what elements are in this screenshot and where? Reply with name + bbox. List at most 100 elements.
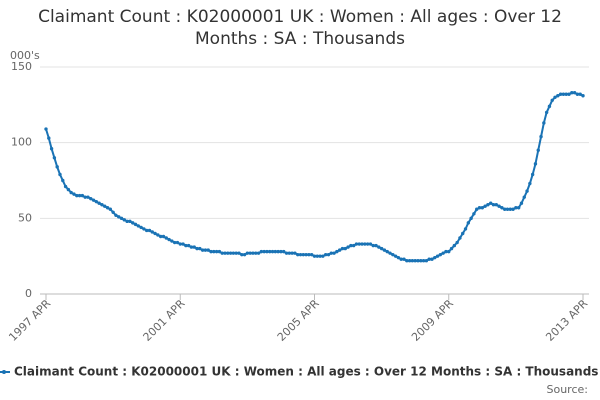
data-point <box>516 206 521 210</box>
data-point <box>312 254 317 258</box>
data-point <box>365 242 370 246</box>
y-tick-label: 0 <box>25 287 32 300</box>
y-tick-label: 100 <box>11 136 32 149</box>
data-point <box>533 162 538 166</box>
data-point <box>399 257 403 261</box>
data-point <box>494 203 498 207</box>
data-point <box>231 251 236 255</box>
legend-marker <box>2 370 6 374</box>
data-point <box>49 147 54 151</box>
data-point <box>119 216 124 221</box>
data-point <box>337 248 342 252</box>
data-point <box>570 91 574 95</box>
data-point <box>296 252 300 257</box>
data-point <box>69 190 73 195</box>
data-point <box>391 252 395 257</box>
data-point <box>259 249 264 254</box>
data-point <box>343 246 347 251</box>
data-point <box>477 206 482 210</box>
data-point <box>519 201 524 205</box>
data-point <box>290 251 294 255</box>
data-point <box>547 104 552 109</box>
data-point <box>178 242 182 246</box>
data-point <box>195 246 199 251</box>
data-point <box>108 207 113 211</box>
data-point <box>363 242 367 246</box>
data-point <box>402 257 406 261</box>
data-point <box>393 254 398 258</box>
data-point <box>396 255 401 260</box>
data-point <box>497 204 501 208</box>
data-point <box>385 249 389 254</box>
data-point <box>346 245 350 249</box>
data-point <box>133 222 138 227</box>
data-point <box>139 225 143 230</box>
data-point <box>505 207 510 211</box>
data-point <box>452 243 457 248</box>
data-point <box>475 207 479 211</box>
data-point <box>293 251 297 255</box>
data-point <box>413 259 417 263</box>
data-point <box>530 172 535 177</box>
data-point <box>114 213 118 218</box>
data-point <box>287 251 292 255</box>
data-point <box>131 221 135 225</box>
data-point <box>242 252 247 257</box>
data-point <box>172 240 177 245</box>
data-point <box>212 249 216 254</box>
data-point <box>315 254 319 258</box>
data-point <box>279 249 283 254</box>
data-point <box>144 228 149 233</box>
data-point <box>214 249 219 254</box>
data-point <box>354 242 359 246</box>
data-point <box>550 98 554 102</box>
data-point <box>248 251 252 255</box>
data-point <box>186 243 191 248</box>
data-point <box>360 242 364 246</box>
data-point <box>407 259 412 263</box>
data-point <box>209 249 213 254</box>
data-point <box>326 252 331 257</box>
data-point <box>424 259 429 263</box>
x-tick-label: 1997 APR <box>6 297 53 344</box>
data-point <box>223 251 227 255</box>
data-point <box>200 248 205 252</box>
data-point <box>542 121 546 125</box>
data-point <box>254 251 258 255</box>
data-point <box>558 92 563 96</box>
data-point <box>226 251 230 255</box>
legend-label: Claimant Count : K02000001 UK : Women : … <box>14 365 598 379</box>
data-point <box>502 207 507 211</box>
data-point <box>310 252 314 257</box>
data-point <box>427 257 431 261</box>
data-point <box>125 219 129 224</box>
data-point <box>561 92 566 96</box>
data-point <box>77 193 82 198</box>
series-line <box>45 91 584 262</box>
data-point <box>318 254 322 258</box>
data-point <box>335 249 339 254</box>
data-point <box>307 252 311 257</box>
data-point <box>480 206 485 210</box>
data-point <box>564 92 568 96</box>
data-point <box>368 242 373 246</box>
data-point <box>245 251 250 255</box>
data-point <box>75 193 79 198</box>
data-point <box>486 203 490 207</box>
data-point <box>80 193 85 198</box>
data-point <box>377 245 381 249</box>
data-point <box>525 189 529 193</box>
data-point <box>122 218 127 222</box>
data-point <box>419 259 423 263</box>
data-point <box>379 246 384 251</box>
data-point <box>472 212 476 216</box>
data-point <box>58 172 62 177</box>
data-point <box>508 207 512 211</box>
data-point <box>444 249 448 254</box>
data-point <box>489 201 493 205</box>
data-point <box>405 259 409 263</box>
data-point <box>198 246 202 251</box>
data-point <box>522 195 526 199</box>
